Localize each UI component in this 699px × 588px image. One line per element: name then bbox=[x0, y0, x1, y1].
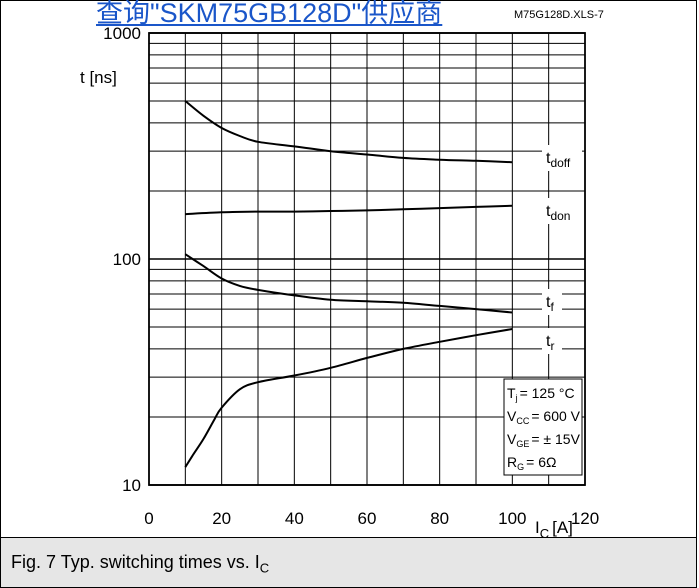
series-line-f bbox=[184, 253, 513, 314]
axes: 0 20 40 60 80 100 120 10 100 1000 t [ns] IC [A] bbox=[80, 24, 599, 539]
chart-frame: 0 20 40 60 80 100 120 10 100 1000 t [ns] IC [A] tdof… bbox=[0, 0, 697, 539]
supplier-link[interactable]: 查询"SKM75GB128D"供应商 bbox=[96, 0, 443, 28]
condition-subscript: CC bbox=[516, 416, 529, 426]
series-label-r: tr bbox=[546, 333, 554, 353]
y-axis-label: t [ns] bbox=[80, 68, 117, 87]
x-axis-label-unit: [A] bbox=[552, 518, 573, 537]
condition-value: = 600 V bbox=[531, 408, 580, 424]
caption-text: Fig. 7 Typ. switching times vs. I bbox=[11, 552, 260, 572]
series-label-f: tf bbox=[546, 294, 554, 314]
series-label-background bbox=[542, 145, 582, 171]
caption-bar: Fig. 7 Typ. switching times vs. IC bbox=[0, 538, 697, 588]
series-label-subscript: r bbox=[550, 339, 554, 353]
series-line-don bbox=[185, 204, 513, 216]
condition-vcc: VCC = 600 V bbox=[507, 408, 581, 426]
series-label-subscript: f bbox=[550, 300, 554, 314]
series-label-background bbox=[542, 289, 562, 315]
condition-tj: Tj = 125 °C bbox=[507, 385, 575, 403]
y-tick-label: 10 bbox=[122, 476, 141, 495]
condition-vge: VGE = ± 15V bbox=[507, 431, 581, 449]
condition-symbol: T bbox=[507, 385, 516, 401]
file-reference: M75G128D.XLS-7 bbox=[514, 9, 604, 21]
x-tick-label: 100 bbox=[498, 509, 526, 528]
x-tick-label: 20 bbox=[212, 509, 231, 528]
plot-area-border bbox=[148, 32, 586, 486]
condition-symbol: R bbox=[507, 454, 517, 470]
x-axis-label-subscript: C bbox=[540, 526, 549, 539]
x-tick-label: 40 bbox=[285, 509, 304, 528]
condition-rg: RG = 6Ω bbox=[507, 454, 556, 472]
series-label-background bbox=[542, 328, 562, 354]
series-line-r bbox=[184, 328, 513, 468]
condition-value: = 6Ω bbox=[526, 454, 556, 470]
series-label-background bbox=[542, 198, 582, 224]
series-line-doff bbox=[184, 100, 513, 164]
series-label-subscript: doff bbox=[550, 156, 570, 170]
condition-symbol: V bbox=[507, 408, 517, 424]
condition-subscript: G bbox=[517, 462, 524, 472]
condition-symbol: V bbox=[507, 431, 517, 447]
condition-subscript: j bbox=[515, 393, 518, 403]
condition-subscript: GE bbox=[516, 439, 529, 449]
condition-value: = 125 °C bbox=[520, 385, 575, 401]
conditions-box bbox=[503, 378, 583, 476]
x-tick-label: 120 bbox=[571, 509, 599, 528]
y-tick-label: 1000 bbox=[103, 24, 141, 43]
x-tick-label: 80 bbox=[430, 509, 449, 528]
condition-value: = ± 15V bbox=[531, 431, 580, 447]
x-axis-label: IC [A] bbox=[535, 518, 573, 539]
caption-subscript: C bbox=[259, 560, 270, 576]
series-layer bbox=[184, 100, 513, 468]
x-tick-label: 0 bbox=[144, 509, 153, 528]
series-label-subscript: don bbox=[550, 209, 570, 223]
x-tick-label: 60 bbox=[358, 509, 377, 528]
figure-caption: Fig. 7 Typ. switching times vs. IC bbox=[11, 552, 269, 576]
y-tick-label: 100 bbox=[113, 250, 141, 269]
